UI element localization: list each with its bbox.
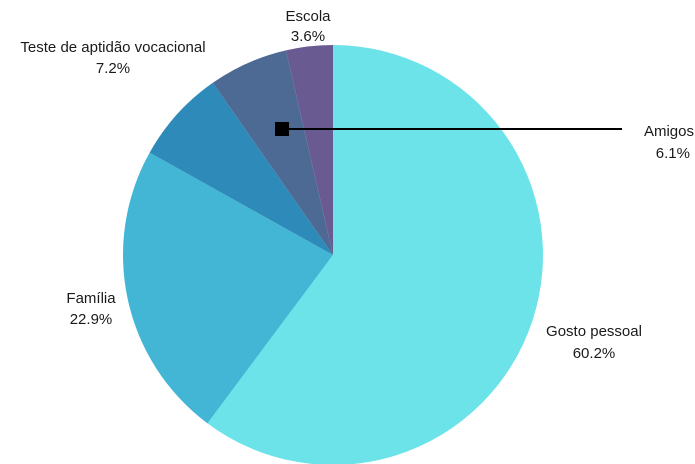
pie-slice-escola xyxy=(285,45,333,255)
label-amigos-value: 6.1% xyxy=(656,145,690,162)
label-escola-name: Escola xyxy=(285,8,331,25)
label-amigos-name: Amigos xyxy=(644,123,694,140)
label-gosto-name: Gosto pessoal xyxy=(546,323,642,340)
pie-slices xyxy=(123,45,543,464)
label-familia-value: 22.9% xyxy=(70,311,113,328)
pie-slice-teste-de-aptidao-vocacional xyxy=(149,82,333,255)
label-familia-name: Família xyxy=(66,290,116,307)
pie-slice-familia xyxy=(123,152,333,424)
pie-slice-amigos xyxy=(212,50,333,255)
label-escola-value: 3.6% xyxy=(291,28,325,45)
label-teste-value: 7.2% xyxy=(96,60,130,77)
amigos-leader-marker xyxy=(275,122,289,136)
pie-slice-gosto-pessoal xyxy=(207,45,543,464)
label-teste-name: Teste de aptidão vocacional xyxy=(20,39,205,56)
label-gosto-value: 60.2% xyxy=(573,345,616,362)
